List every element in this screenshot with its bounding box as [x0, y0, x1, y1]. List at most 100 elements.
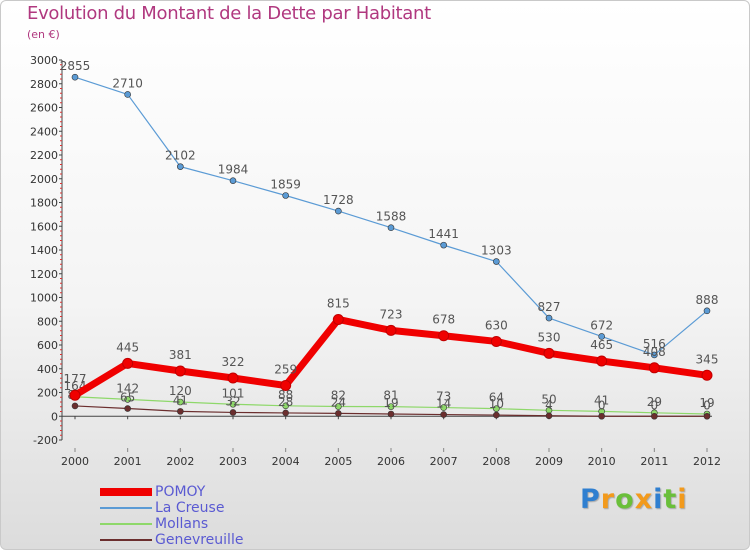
data-label-genevreuille: 0	[703, 398, 711, 412]
legend-label-la-creuse: La Creuse	[155, 500, 225, 516]
data-label-pomoy: 630	[485, 318, 508, 332]
data-label-genevreuille: 10	[489, 397, 504, 411]
data-point-genevreuille	[229, 409, 237, 416]
data-label-pomoy: 465	[590, 338, 613, 352]
y-tick-label: 2200	[30, 149, 58, 162]
x-tick-label: 2012	[693, 455, 721, 468]
legend: POMOY La Creuse Mollans Genevreuille	[100, 484, 340, 548]
data-label-mollans: 50	[541, 392, 556, 406]
legend-swatch-mollans	[100, 523, 152, 525]
data-label-la-creuse: 1859	[270, 177, 301, 191]
data-label-mollans: 29	[647, 395, 662, 409]
data-point-pomoy	[280, 379, 292, 391]
logo-letter: i	[653, 484, 664, 515]
y-tick-label: 800	[37, 315, 58, 328]
x-tick-label: 2011	[640, 455, 668, 468]
data-point-mollans	[177, 398, 184, 406]
data-point-genevreuille	[651, 412, 658, 420]
data-point-genevreuille	[335, 410, 342, 417]
data-point-mollans	[387, 403, 395, 410]
data-label-genevreuille: 24	[331, 395, 346, 409]
chart-subtitle: (en €)	[27, 28, 60, 41]
proxiti-logo: Proxiti	[580, 484, 688, 515]
data-label-la-creuse: 827	[538, 300, 561, 314]
x-tick-label: 2006	[377, 455, 405, 468]
y-tick-label: 0	[51, 410, 58, 423]
y-tick-label: 2800	[30, 78, 58, 91]
y-tick-label: 1200	[30, 268, 58, 281]
x-tick-label: 2002	[166, 455, 194, 468]
y-tick-label: 600	[37, 339, 58, 352]
y-tick-label: 2000	[30, 173, 58, 186]
data-point-pomoy	[332, 313, 344, 325]
data-point-la-creuse	[440, 241, 447, 249]
data-point-mollans	[440, 404, 447, 411]
x-tick-label: 2000	[61, 455, 89, 468]
data-label-pomoy: 177	[64, 372, 87, 386]
data-point-genevreuille	[177, 408, 184, 415]
x-tick-label: 2001	[114, 455, 142, 468]
data-point-la-creuse	[703, 307, 711, 315]
data-point-genevreuille	[493, 411, 500, 419]
data-label-la-creuse: 516	[643, 337, 666, 351]
legend-item-mollans[interactable]: Mollans	[100, 516, 340, 532]
data-label-pomoy: 381	[169, 348, 192, 362]
data-point-mollans	[124, 396, 131, 403]
data-label-genevreuille: 41	[173, 393, 188, 407]
data-point-pomoy	[122, 357, 134, 369]
legend-item-pomoy[interactable]: POMOY	[100, 484, 340, 500]
data-label-mollans: 88	[278, 388, 293, 402]
y-tick-label: 2400	[30, 125, 58, 138]
data-label-mollans: 41	[594, 393, 609, 407]
y-tick-label: 200	[37, 387, 58, 400]
data-label-la-creuse: 2855	[60, 59, 91, 73]
data-point-mollans	[493, 405, 500, 412]
logo-letter: o	[615, 484, 635, 515]
data-point-la-creuse	[598, 333, 605, 340]
data-label-pomoy: 815	[327, 296, 350, 310]
data-label-mollans: 73	[436, 390, 451, 404]
data-label-pomoy: 678	[432, 313, 455, 327]
data-point-pomoy	[227, 372, 239, 384]
data-point-la-creuse	[335, 207, 342, 215]
data-label-pomoy: 259	[274, 362, 297, 376]
data-point-la-creuse	[71, 73, 79, 81]
legend-label-mollans: Mollans	[155, 516, 209, 532]
data-label-pomoy: 530	[538, 330, 561, 344]
data-label-genevreuille: 0	[598, 398, 606, 412]
data-label-mollans: 81	[383, 389, 398, 403]
data-label-mollans: 142	[116, 381, 139, 395]
data-label-la-creuse: 1303	[481, 244, 512, 258]
logo-letter: t	[663, 484, 678, 515]
data-point-pomoy	[648, 362, 660, 374]
data-label-genevreuille: 28	[278, 395, 293, 409]
x-tick-label: 2008	[482, 455, 510, 468]
data-point-la-creuse	[387, 224, 395, 231]
data-point-pomoy	[174, 365, 186, 377]
data-point-pomoy	[543, 347, 555, 359]
data-point-genevreuille	[440, 411, 447, 418]
x-tick-label: 2003	[219, 455, 247, 468]
x-tick-label: 2009	[535, 455, 563, 468]
data-point-genevreuille	[124, 405, 131, 412]
data-point-genevreuille	[545, 412, 553, 420]
data-label-genevreuille: 65	[120, 391, 135, 405]
chart-title: Evolution du Montant de la Dette par Hab…	[27, 3, 431, 24]
legend-item-la-creuse[interactable]: La Creuse	[100, 500, 340, 516]
data-point-la-creuse	[229, 177, 237, 184]
y-tick-label: 3000	[30, 54, 58, 67]
data-label-mollans: 101	[222, 386, 245, 400]
data-point-genevreuille	[598, 412, 605, 420]
data-label-mollans: 19	[699, 396, 714, 410]
data-point-la-creuse	[651, 351, 658, 359]
data-label-genevreuille: 14	[436, 397, 451, 411]
x-tick-label: 2005	[324, 455, 352, 468]
data-point-la-creuse	[177, 163, 184, 170]
data-label-mollans: 82	[331, 389, 346, 403]
legend-item-genevreuille[interactable]: Genevreuille	[100, 532, 340, 548]
logo-letter: r	[600, 484, 616, 515]
data-point-pomoy	[438, 330, 450, 342]
y-tick-label: 1400	[30, 244, 58, 257]
